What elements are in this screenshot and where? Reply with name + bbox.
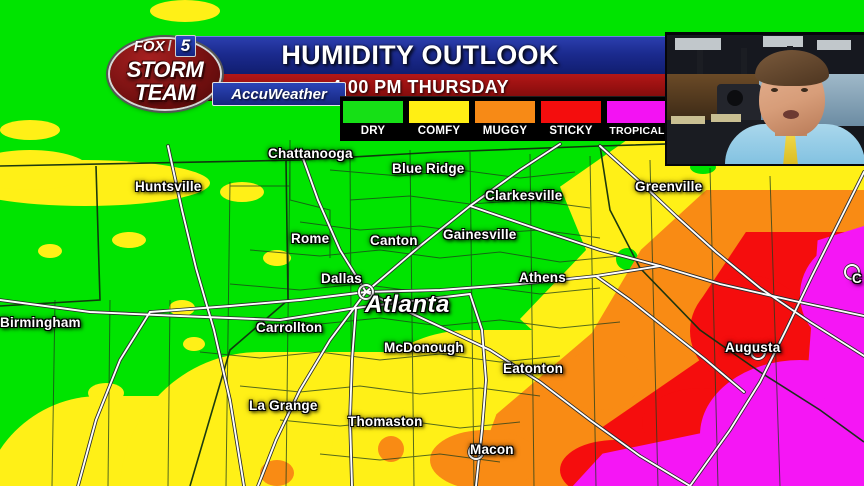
broadcast-header: HUMIDITY OUTLOOK 4:00 PM THURSDAY FOX / … [0,0,864,145]
logo-oval-shape [110,39,220,109]
valid-time-label: 4:00 PM THURSDAY [331,76,509,97]
logo-slash-glyph: / [167,37,172,55]
light-truss-1 [697,50,703,74]
legend-swatch-dry [342,100,404,124]
city-label-atlanta: Atlanta [365,291,450,318]
legend-label-sticky: STICKY [549,125,593,137]
comfy-speck-a [220,182,264,202]
legend-item-comfy[interactable]: COMFY [406,97,472,141]
legend-swatch-muggy [474,100,536,124]
city-label-chattanooga: Chattanooga [268,146,353,161]
city-label-carrollton: Carrollton [256,320,323,335]
city-label-gainesville: Gainesville [443,227,517,242]
inset-top-border [667,32,864,35]
city-label-macon: Macon [470,442,514,457]
logo-storm-word: STORM [126,57,204,82]
legend-swatch-tropical [606,100,668,124]
page-title: HUMIDITY OUTLOOK [281,39,559,70]
legend-swatch-comfy [408,100,470,124]
legend-label-dry: DRY [360,125,386,137]
legend-swatch-sticky [540,100,602,124]
city-label-c: C [852,271,862,286]
comfy-speck-c [112,232,146,248]
comfy-speck-b [263,250,291,266]
muggy-tongue-a [560,350,640,410]
legend-label-comfy: COMFY [417,125,461,137]
city-label-clarkesville: Clarkesville [485,188,563,203]
studio-desk-paper-1 [671,116,705,124]
comfy-speck-g [38,244,62,258]
anchor-hair [755,50,829,86]
city-label-eatonton: Eatonton [503,361,564,376]
city-label-la-grange: La Grange [249,398,318,413]
legend-item-sticky[interactable]: STICKY [538,97,604,141]
ceiling-light-panel-3 [817,40,851,50]
comfy-speck-i [150,0,220,22]
city-label-greenville: Greenville [635,179,703,194]
studio-camera-lens [727,90,743,106]
studio-desk-paper-2 [711,114,741,122]
anchor-tie [783,132,798,164]
fox5-storm-team-logo[interactable]: FOX / 5 STORM TEAM [106,33,224,111]
comfy-speck-h [0,120,60,140]
city-label-thomaston: Thomaston [348,414,423,429]
city-label-blue-ridge: Blue Ridge [392,161,465,176]
light-truss-2 [741,48,747,76]
title-bar-background [175,36,665,76]
accuweather-badge: AccuWeather [212,82,346,106]
logo-fox-channel-row: FOX / 5 [106,35,224,57]
legend-item-muggy[interactable]: MUGGY [472,97,538,141]
comfy-speck-e [183,337,205,351]
humidity-legend[interactable]: DRY COMFY MUGGY STICKY TROPICAL [340,96,670,141]
muggy-tongue-b [430,430,540,486]
city-label-mcdonough: McDonough [384,340,464,355]
city-label-dallas: Dallas [321,271,362,286]
city-label-rome: Rome [291,231,330,246]
anchor-eye-right [801,88,808,92]
anchor-eye-left [771,88,778,92]
logo-channel-number: 5 [174,35,197,57]
city-label-athens: Athens [519,270,566,285]
ceiling-light-panel-2 [763,36,803,47]
legend-label-muggy: MUGGY [482,125,528,137]
anchor-mouth [783,110,799,119]
city-label-augusta: Augusta [725,340,781,355]
logo-fox-word: FOX [133,37,165,55]
city-label-huntsville: Huntsville [135,179,202,194]
legend-item-tropical[interactable]: TROPICAL [604,97,670,141]
legend-label-tropical: TROPICAL [609,125,665,137]
ceiling-light-panel-1 [675,38,721,50]
city-label-canton: Canton [370,233,418,248]
studio-video-inset[interactable] [665,32,864,166]
logo-team-word: TEAM [134,80,196,105]
legend-item-dry[interactable]: DRY [340,97,406,141]
city-label-birmingham: Birmingham [0,315,81,330]
